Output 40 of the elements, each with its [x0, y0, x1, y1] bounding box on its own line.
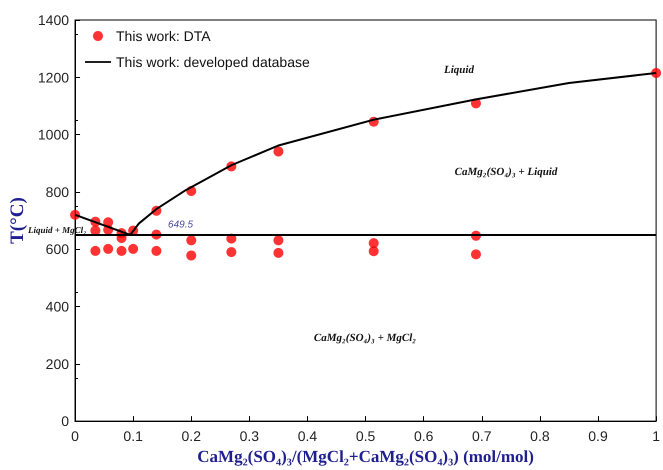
- legend-label: This work: developed database: [116, 54, 310, 70]
- point: [116, 246, 127, 256]
- x-tick-label: 0.8: [530, 428, 550, 444]
- x-tick-label: 0: [71, 428, 80, 444]
- legend-label: This work: DTA: [116, 28, 212, 44]
- y-tick-label: 1400: [38, 12, 70, 28]
- point: [186, 235, 196, 246]
- y-tick-label: 400: [46, 298, 70, 314]
- annotation: CaMg₂(SO₄)₃ + MgCl₂: [314, 332, 416, 344]
- x-tick-label: 1: [652, 428, 660, 444]
- point: [273, 248, 284, 258]
- point: [273, 235, 284, 246]
- point: [128, 244, 138, 254]
- point: [470, 249, 481, 260]
- y-tick-label: 1200: [38, 69, 70, 86]
- y-axis-title: T(°C): [7, 197, 28, 244]
- x-tick-label: 0.4: [298, 428, 318, 444]
- x-axis-title: CaMg₂(SO₄)₃/(MgCl₂+CaMg₂(SO₄)₃) (mol/mol): [197, 447, 534, 466]
- x-tick-label: 0.5: [356, 428, 376, 444]
- y-tick-label: 1000: [38, 126, 70, 143]
- point: [151, 246, 162, 256]
- x-tick-label: 0.3: [240, 428, 260, 444]
- point: [90, 246, 100, 256]
- annotation: Liquid: [443, 64, 474, 76]
- y-tick-label: 600: [46, 241, 70, 258]
- point: [226, 247, 236, 258]
- annotation: CaMg₂(SO₄)₃ + Liquid: [454, 166, 558, 178]
- y-tick-label: 200: [46, 356, 70, 372]
- y-tick-label: 800: [46, 184, 70, 200]
- point: [273, 146, 284, 156]
- y-tick-label: 0: [61, 413, 70, 430]
- point: [103, 244, 114, 254]
- point: [368, 246, 379, 256]
- ref-line-label: 649.5: [168, 220, 194, 231]
- x-tick-label: 0.1: [123, 428, 144, 444]
- x-tick-label: 0.6: [414, 428, 434, 444]
- point: [186, 250, 196, 260]
- x-tick-label: 0.9: [588, 428, 608, 444]
- x-tick-label: 0.2: [182, 428, 202, 444]
- x-tick-label: 0.7: [472, 428, 492, 444]
